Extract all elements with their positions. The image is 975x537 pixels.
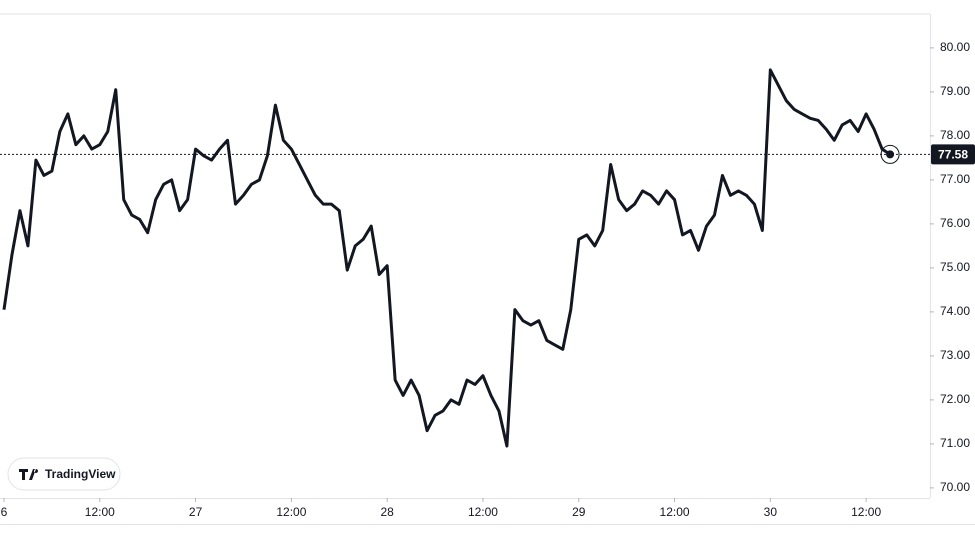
y-tick-label: 78.00	[940, 128, 970, 142]
x-tick-label: 12:00	[660, 505, 690, 519]
x-tick-label: 27	[189, 505, 203, 519]
x-tick-label: 6	[1, 505, 8, 519]
last-price-badge	[931, 144, 975, 165]
x-tick-label: 12:00	[468, 505, 498, 519]
y-tick-label: 72.00	[940, 392, 970, 406]
x-tick-label: 28	[380, 505, 394, 519]
x-tick-label: 12:00	[276, 505, 306, 519]
x-tick-label: 30	[764, 505, 778, 519]
last-point	[886, 150, 895, 159]
watermark-badge	[7, 457, 121, 491]
last-price-label: 77.58	[938, 148, 968, 162]
y-tick-label: 75.00	[940, 260, 970, 274]
x-tick-label: 12:00	[851, 505, 881, 519]
price-line	[2, 68, 891, 448]
watermark-text: TradingView	[45, 467, 116, 481]
watermark-logo	[19, 469, 39, 480]
y-tick-label: 80.00	[940, 40, 970, 54]
y-tick-label: 74.00	[940, 304, 970, 318]
watermark: TradingView	[7, 457, 121, 491]
y-tick-label: 77.00	[940, 172, 970, 186]
y-tick-label: 70.00	[940, 480, 970, 494]
x-tick-label: 29	[572, 505, 586, 519]
y-tick-label: 71.00	[940, 436, 970, 450]
y-tick-label: 79.00	[940, 84, 970, 98]
y-tick-label: 76.00	[940, 216, 970, 230]
x-tick-label: 12:00	[85, 505, 115, 519]
y-tick-label: 73.00	[940, 348, 970, 362]
